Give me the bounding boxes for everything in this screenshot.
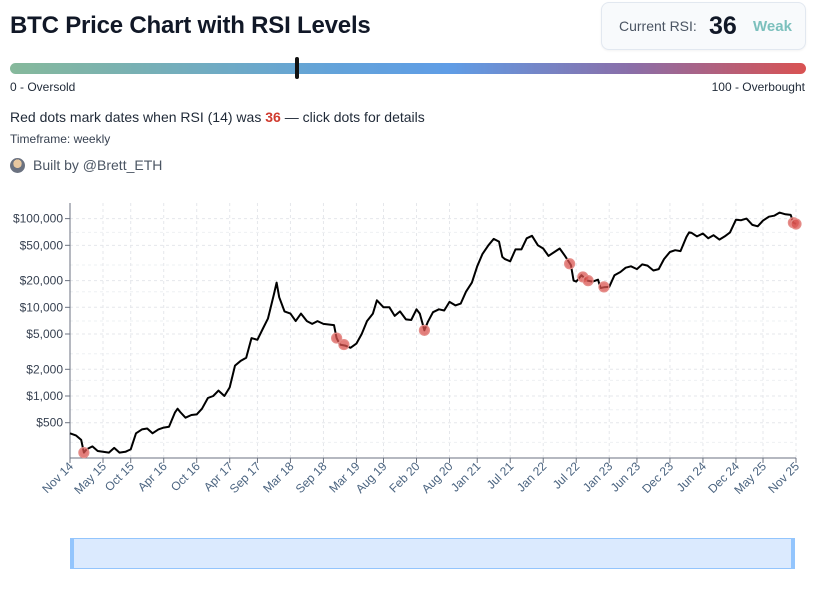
x-tick-label: Jan 23 xyxy=(580,459,616,495)
y-tick-label: $20,000 xyxy=(20,274,64,288)
gauge-max-label: 100 - Overbought xyxy=(711,80,805,94)
current-rsi-value: 36 xyxy=(709,12,737,40)
y-tick-label: $2,000 xyxy=(26,362,63,376)
y-tick-label: $5,000 xyxy=(26,327,63,341)
current-rsi-card: Current RSI: 36 Weak xyxy=(601,2,806,50)
rsi-marker-dot[interactable] xyxy=(338,338,350,351)
x-tick-label: Oct 15 xyxy=(102,459,137,494)
y-tick-label: $500 xyxy=(36,416,63,430)
x-tick-label: Apr 16 xyxy=(135,459,170,494)
description-rsi-value: 36 xyxy=(265,109,281,125)
rsi-marker-dot[interactable] xyxy=(78,447,90,459)
chart-axes: $500 $1,000 $2,000 $5,000 $10,000 $20,000 $50,… xyxy=(13,203,802,497)
x-tick-label: Aug 20 xyxy=(419,459,456,496)
x-tick-label: Aug 19 xyxy=(353,459,390,496)
credit-text[interactable]: Built by @Brett_ETH xyxy=(33,157,163,173)
chart-series xyxy=(69,211,797,454)
x-tick-label: Jan 22 xyxy=(514,459,550,495)
rsi-gauge-bar xyxy=(10,57,806,79)
y-tick-label: $50,000 xyxy=(20,238,64,252)
x-tick-label: Jun 23 xyxy=(608,459,644,495)
y-tick-label: $10,000 xyxy=(20,300,64,314)
rsi-marker-dot[interactable] xyxy=(564,258,576,270)
brush-handle-right[interactable] xyxy=(791,539,795,568)
rsi-marker-dot[interactable] xyxy=(331,332,343,344)
rsi-state-badge: Weak xyxy=(753,18,792,35)
x-tick-label: Jun 24 xyxy=(674,459,710,495)
x-tick-label: Sep 17 xyxy=(227,459,264,496)
brush-handle-left[interactable] xyxy=(70,539,74,568)
x-tick-label: Nov 25 xyxy=(765,459,802,496)
price-chart[interactable]: $500 $1,000 $2,000 $5,000 $10,000 $20,000 $50,… xyxy=(0,180,817,520)
x-tick-label: May 15 xyxy=(71,459,109,497)
x-tick-label: Dec 23 xyxy=(639,459,676,496)
description-prefix: Red dots mark dates when RSI (14) was xyxy=(10,109,266,125)
timeframe-label: Timeframe: weekly xyxy=(10,132,111,146)
description-suffix: — click dots for details xyxy=(280,109,425,125)
rsi-marker-dot[interactable] xyxy=(598,281,610,293)
x-tick-label: Oct 16 xyxy=(168,459,203,494)
y-tick-label: $100,000 xyxy=(13,212,63,226)
time-range-brush[interactable] xyxy=(70,538,795,569)
chart-description: Red dots mark dates when RSI (14) was 36… xyxy=(10,109,425,125)
rsi-marker-dot[interactable] xyxy=(418,324,431,336)
x-tick-label: Mar 18 xyxy=(260,459,297,496)
avatar-icon xyxy=(10,157,25,173)
y-tick-label: $1,000 xyxy=(26,389,63,403)
gauge-min-label: 0 - Oversold xyxy=(10,80,76,94)
x-tick-label: Jan 21 xyxy=(448,459,484,495)
rsi-marker-dot[interactable] xyxy=(582,275,594,287)
x-tick-label: Feb 20 xyxy=(386,459,423,496)
rsi-gauge-marker xyxy=(294,57,299,79)
credit-line[interactable]: Built by @Brett_ETH xyxy=(10,157,162,173)
price-line xyxy=(69,211,797,454)
x-tick-label: Sep 18 xyxy=(293,459,330,496)
rsi-marker-dot[interactable] xyxy=(790,218,802,230)
current-rsi-label: Current RSI: xyxy=(619,18,697,34)
x-tick-label: Jul 22 xyxy=(550,459,583,492)
x-tick-label: Nov 14 xyxy=(39,459,76,496)
chart-grid xyxy=(69,203,797,458)
rsi-markers[interactable] xyxy=(78,217,802,459)
x-tick-label: Jul 21 xyxy=(484,459,517,492)
page-title: BTC Price Chart with RSI Levels xyxy=(10,12,371,39)
